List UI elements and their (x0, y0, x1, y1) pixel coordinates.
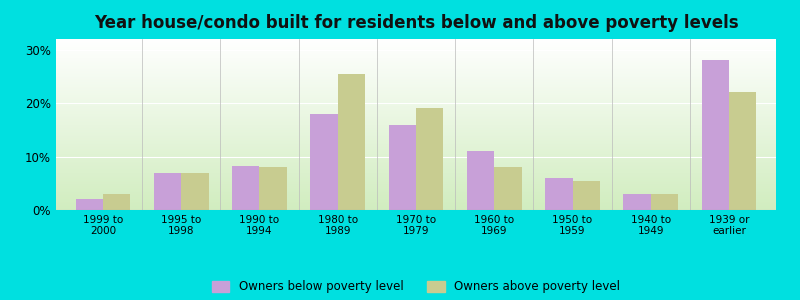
Bar (729, 92, 757, 210)
Bar (467, 151, 494, 210)
Bar (494, 167, 522, 210)
Bar (310, 114, 338, 210)
Bar (416, 109, 443, 210)
Bar (232, 166, 259, 210)
Bar (573, 181, 600, 210)
Legend: Owners below poverty level, Owners above poverty level: Owners below poverty level, Owners above… (207, 276, 625, 298)
Title: Year house/condo built for residents below and above poverty levels: Year house/condo built for residents bel… (94, 14, 738, 32)
Bar (259, 167, 287, 210)
Bar (389, 124, 416, 210)
Bar (75, 199, 103, 210)
Bar (545, 178, 573, 210)
Bar (154, 172, 182, 210)
Bar (650, 194, 678, 210)
Bar (702, 60, 729, 210)
Bar (182, 172, 209, 210)
Bar (103, 194, 130, 210)
Bar (338, 74, 365, 210)
Bar (623, 194, 650, 210)
